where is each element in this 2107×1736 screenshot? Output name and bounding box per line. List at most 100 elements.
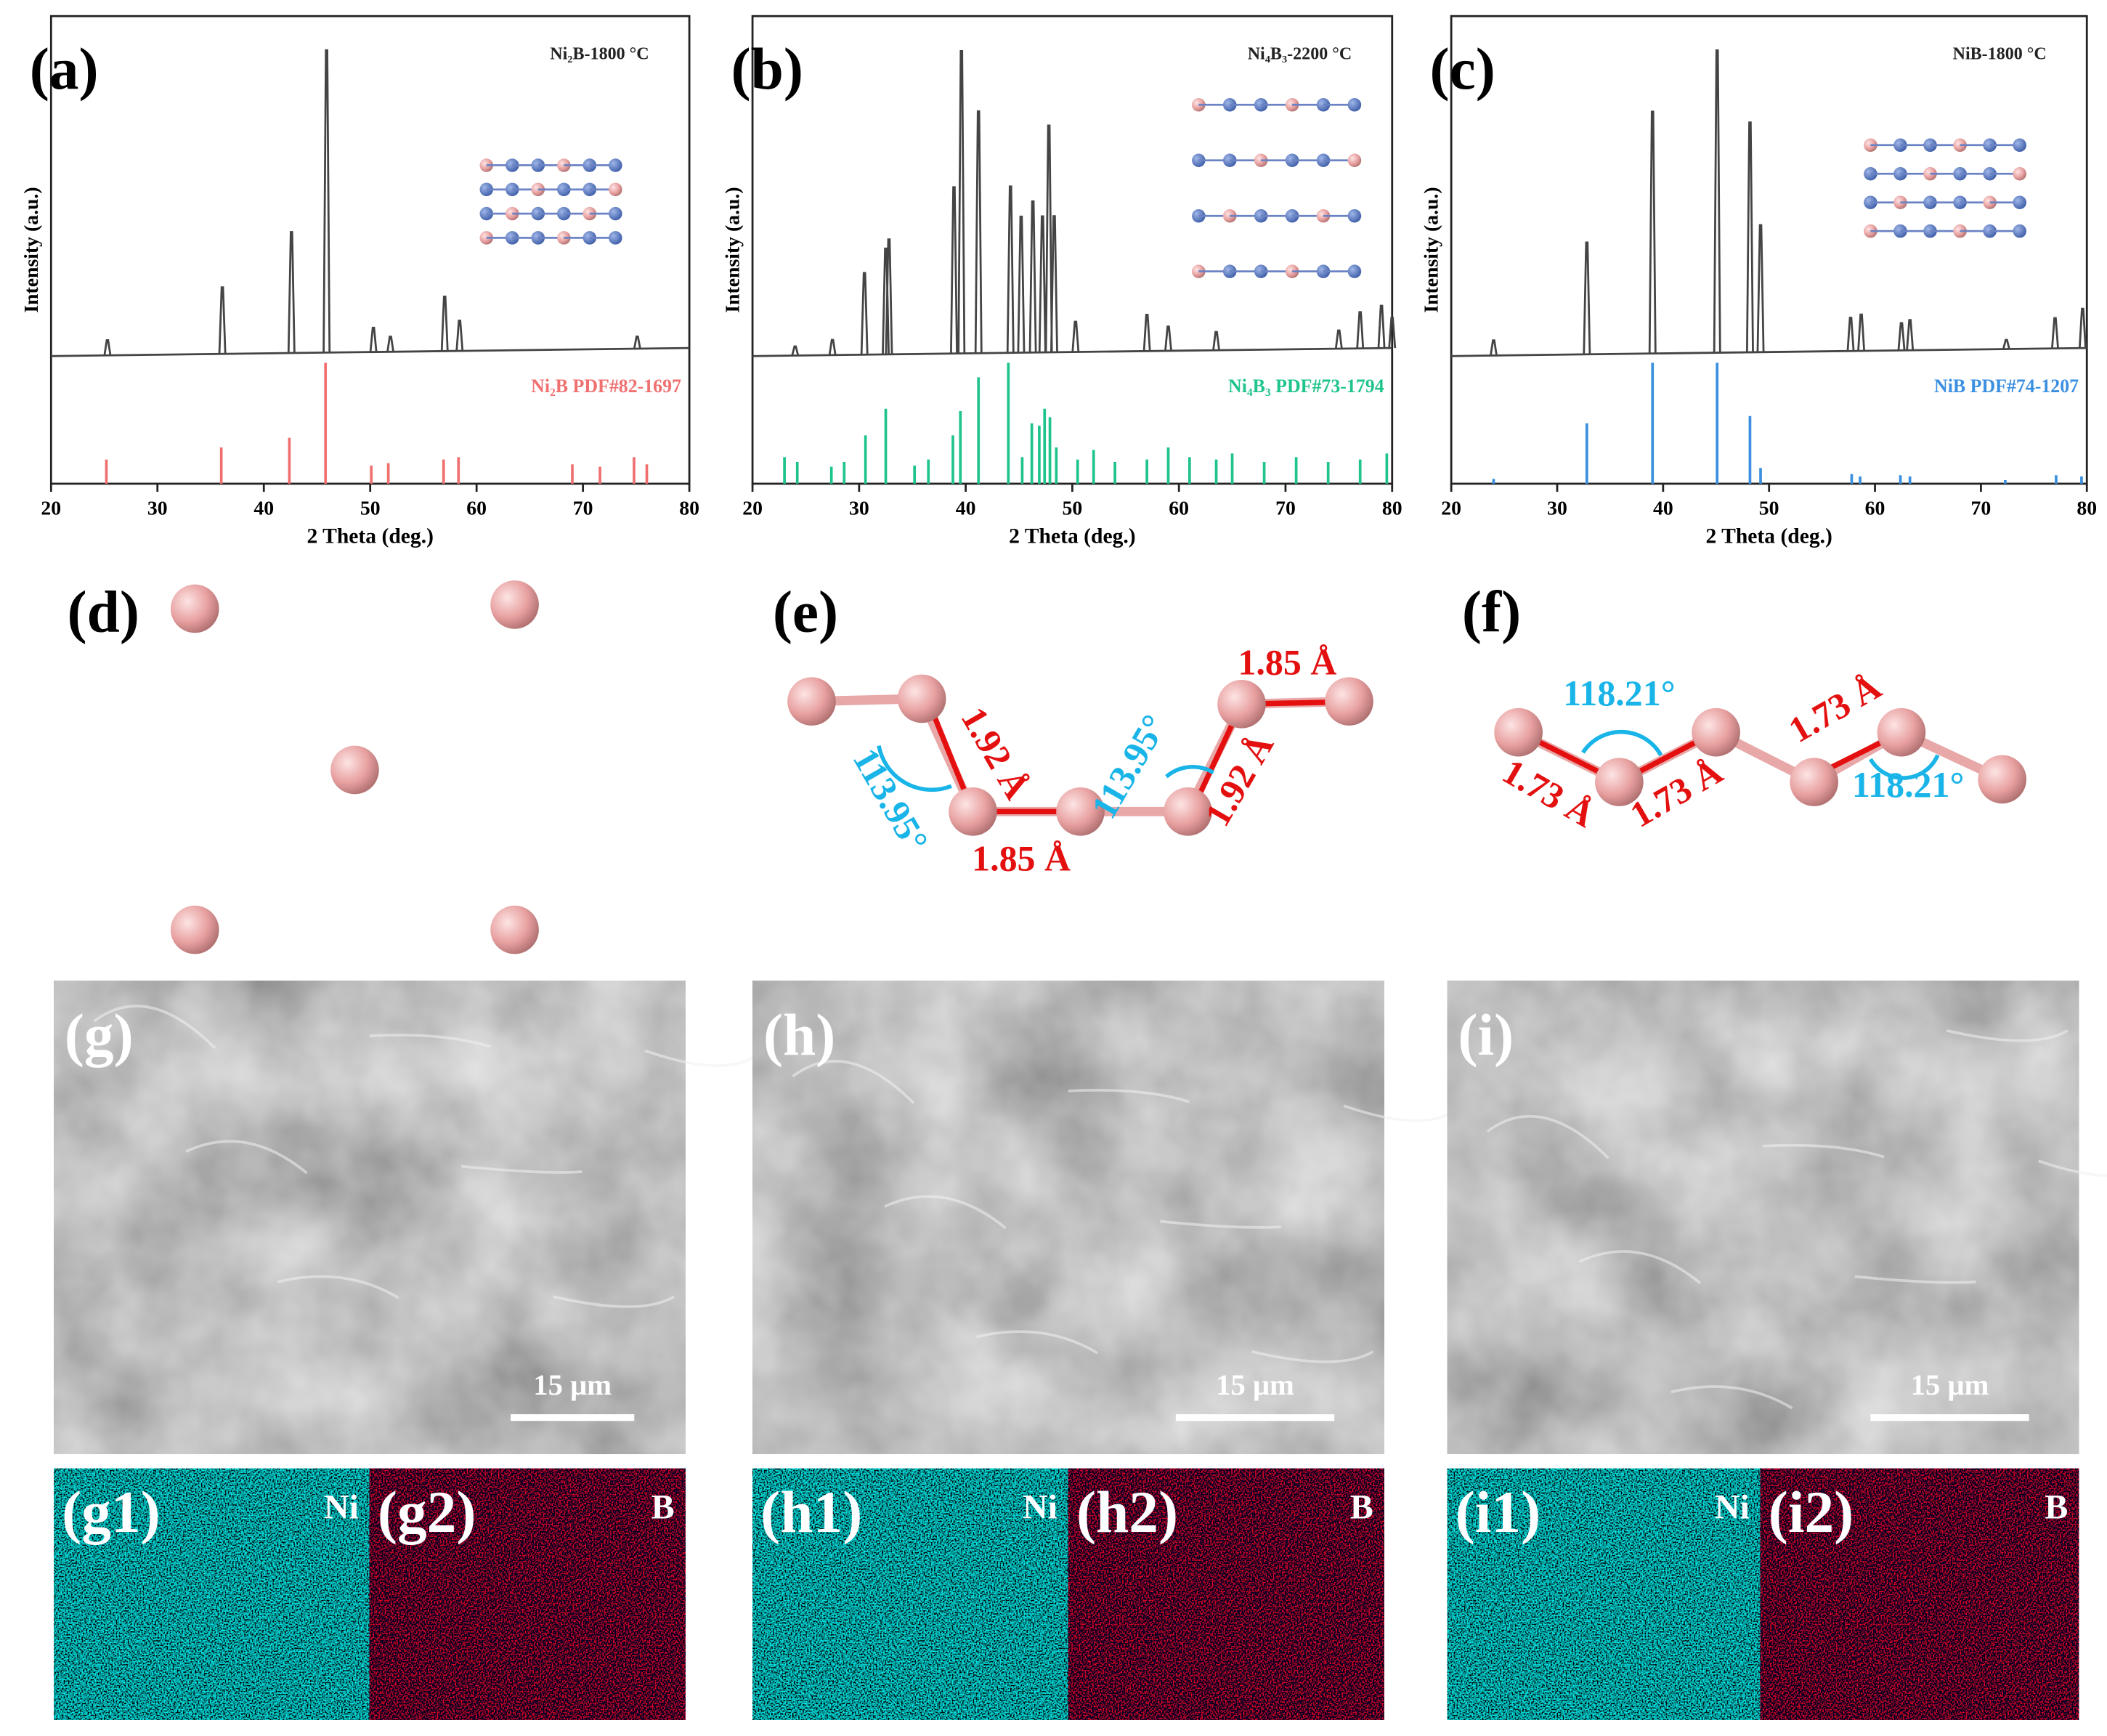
boron-atom xyxy=(787,677,836,726)
x-tick-label: 70 xyxy=(573,497,593,519)
diffraction-peak xyxy=(957,49,966,354)
x-tick-label: 30 xyxy=(849,497,869,519)
element-label: B xyxy=(1350,1488,1373,1526)
x-tick-label: 30 xyxy=(147,497,168,519)
diffraction-peak xyxy=(2002,338,2010,349)
nickel-atom xyxy=(609,231,622,245)
x-tick-label: 40 xyxy=(956,497,976,519)
reference-label: Ni₂B PDF#82-1697 xyxy=(531,376,681,397)
x-tick-label: 50 xyxy=(1759,497,1779,519)
boron-atom xyxy=(490,905,539,954)
boron-atom xyxy=(897,674,946,723)
diffraction-peak xyxy=(1713,49,1721,353)
grain-edge xyxy=(1578,1250,1702,1285)
nickel-atom xyxy=(531,158,545,172)
bond-annotation: 1.92 Å xyxy=(1197,727,1281,833)
scale-bar-label: 15 μm xyxy=(1216,1368,1294,1401)
grain-edge xyxy=(1251,1350,1374,1363)
x-tick-label: 60 xyxy=(1169,497,1189,519)
diffraction-peak xyxy=(633,335,641,349)
diffraction-peak xyxy=(1142,314,1151,352)
diffraction-peak xyxy=(103,339,112,356)
grain-edge xyxy=(93,1005,216,1050)
boron-atom xyxy=(1692,707,1740,757)
diffraction-peak xyxy=(1006,185,1015,353)
diffraction-peak xyxy=(1756,224,1765,352)
reference-label: NiB PDF#74-1207 xyxy=(1934,376,2079,397)
x-axis-label: 2 Theta (deg.) xyxy=(306,524,433,548)
angle-arc xyxy=(877,745,952,792)
diffraction-peak xyxy=(1648,110,1657,354)
diffraction-peak xyxy=(1071,320,1080,352)
bond-annotation: 118.21° xyxy=(1852,764,1965,805)
boron-atom xyxy=(1325,677,1373,726)
boron-atom xyxy=(557,231,571,245)
boron-atom xyxy=(1285,98,1299,112)
diffraction-peak xyxy=(950,186,958,354)
diffraction-peak xyxy=(1388,317,1397,349)
sem-image xyxy=(54,981,686,1454)
boron-atom xyxy=(1877,707,1926,757)
baseline xyxy=(1451,346,2087,357)
diffraction-peak xyxy=(1846,317,1855,352)
xrd-chart: 20 30 40 50 60 70 80 2 Theta (deg.) Intensity (a… xyxy=(722,15,1402,548)
pattern-label: Ni₄B₃-2200 °C xyxy=(1248,44,1352,63)
x-tick-label: 80 xyxy=(679,497,699,519)
bond-annotation: 113.95° xyxy=(845,741,937,859)
diffraction-peak xyxy=(1038,215,1047,353)
bond-annotation: 1.85 Å xyxy=(1238,642,1336,683)
diffraction-peak xyxy=(1377,304,1386,349)
panel-label: (i2) xyxy=(1769,1479,1854,1545)
x-tick-label: 60 xyxy=(1865,497,1885,519)
nickel-atom xyxy=(1347,208,1362,223)
eds-map xyxy=(1760,1468,2079,1720)
diffraction-peak xyxy=(322,49,331,353)
diffraction-peak xyxy=(1164,325,1172,352)
x-axis-label: 2 Theta (deg.) xyxy=(1009,524,1135,548)
boron-atom xyxy=(1595,758,1644,806)
diffraction-peak xyxy=(1028,200,1037,353)
nickel-atom xyxy=(1254,264,1268,278)
boron-atom xyxy=(1056,787,1105,836)
diffraction-peak xyxy=(828,338,837,356)
x-tick-label: 40 xyxy=(1653,497,1673,519)
diffraction-peak xyxy=(1857,313,1866,352)
eds-map xyxy=(1447,1468,1761,1720)
panel-label: (h1) xyxy=(760,1479,862,1545)
diffraction-peak xyxy=(1583,241,1591,354)
x-tick-label: 20 xyxy=(41,497,61,519)
scale-bar-label: 15 μm xyxy=(1911,1368,1989,1401)
grain-edge xyxy=(1068,1089,1190,1103)
bond-annotation: 1.85 Å xyxy=(972,838,1071,879)
grain-edge xyxy=(461,1164,582,1174)
pattern-label: Ni₂B-1800 °C xyxy=(550,44,649,63)
panel-label: (g1) xyxy=(62,1479,161,1545)
baseline xyxy=(752,346,1392,357)
diffraction-peak xyxy=(2078,307,2087,349)
x-axis-label: 2 Theta (deg.) xyxy=(1705,524,1832,548)
nickel-atom xyxy=(557,182,571,197)
eds-map xyxy=(369,1468,686,1720)
plot-frame xyxy=(751,15,1394,485)
boron-atom xyxy=(1217,680,1266,729)
x-tick-label: 40 xyxy=(253,497,274,519)
element-label: B xyxy=(651,1488,675,1526)
grain-edge xyxy=(369,1034,491,1048)
diffraction-peak xyxy=(1044,124,1053,353)
diffraction-peak xyxy=(974,110,983,354)
nickel-atom xyxy=(609,206,622,221)
diffraction-peak xyxy=(860,272,869,355)
boron-atom xyxy=(2013,166,2026,181)
nickel-atom xyxy=(2013,224,2026,238)
diffraction-peak xyxy=(1356,311,1365,349)
grain-edge xyxy=(185,1140,308,1175)
nickel-atom xyxy=(609,158,622,172)
diffraction-peak xyxy=(791,345,800,356)
panel-label: (c) xyxy=(1430,36,1495,102)
nickel-atom xyxy=(1347,264,1362,278)
grain-edge xyxy=(1486,1115,1609,1159)
diffraction-peak xyxy=(1906,319,1915,351)
angle-arc xyxy=(1868,754,1940,780)
